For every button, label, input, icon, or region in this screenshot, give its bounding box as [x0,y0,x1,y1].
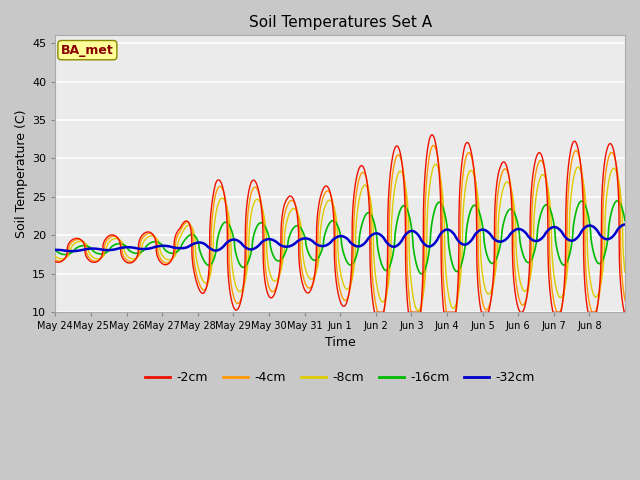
Title: Soil Temperatures Set A: Soil Temperatures Set A [248,15,432,30]
X-axis label: Time: Time [324,336,356,348]
Text: BA_met: BA_met [61,44,114,57]
Y-axis label: Soil Temperature (C): Soil Temperature (C) [15,109,28,238]
Legend: -2cm, -4cm, -8cm, -16cm, -32cm: -2cm, -4cm, -8cm, -16cm, -32cm [140,366,540,389]
